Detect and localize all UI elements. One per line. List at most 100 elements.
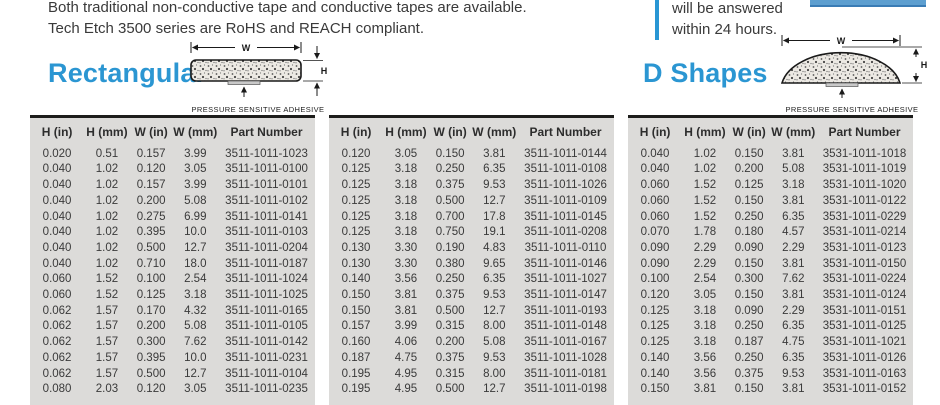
table-cell: 0.120 (640, 289, 670, 302)
table-row: 0.062 1.57 0.170 4.32 3511-1011-0165 (30, 304, 315, 320)
table-cell: 1.78 (693, 226, 717, 239)
table-row: 0.150 3.81 0.150 3.81 3531-1011-0152 (628, 382, 913, 398)
table-cell: 3511-1011-0235 (225, 383, 308, 396)
table-cell: 9.53 (782, 367, 805, 380)
column-header: W (in) (433, 125, 467, 139)
table-cell: 0.120 (136, 163, 166, 176)
section-title-rectangular: Rectangular (48, 58, 207, 88)
table-cell: 12.7 (483, 304, 506, 317)
column-header: H (mm) (684, 125, 726, 139)
table-row: 0.060 1.52 0.100 2.54 3511-1011-1024 (30, 272, 315, 288)
table-cell: 1.57 (95, 320, 119, 333)
table-cell: 12.7 (483, 383, 506, 396)
table-cell: 0.100 (136, 273, 166, 286)
table-cell: 0.150 (734, 383, 764, 396)
table-cell: 1.02 (95, 163, 119, 176)
table-cell: 1.52 (693, 210, 717, 223)
table-cell: 0.062 (42, 336, 72, 349)
table-cell: 3.30 (394, 257, 418, 270)
table-cell: 0.157 (341, 320, 371, 333)
table-cell: 17.8 (483, 210, 506, 223)
quote-button-fragment[interactable] (810, 0, 926, 7)
table-cell: 0.250 (734, 210, 764, 223)
table-cell: 0.040 (42, 226, 72, 239)
table-cell: 5.08 (184, 194, 207, 207)
table-cell: 1.02 (693, 147, 717, 160)
table-row: 0.062 1.57 0.395 10.0 3511-1011-0231 (30, 351, 315, 367)
table-row: 0.130 3.30 0.380 9.65 3511-1011-0146 (329, 257, 614, 273)
table-cell: 0.040 (42, 241, 72, 254)
table-cell: 2.54 (693, 273, 717, 286)
column-header: W (in) (134, 125, 168, 139)
table-cell: 3511-1011-0103 (225, 226, 308, 239)
table-row: 0.040 1.02 0.710 18.0 3511-1011-0187 (30, 257, 315, 273)
table-cell: 0.125 (341, 226, 371, 239)
table-cell: 0.150 (734, 289, 764, 302)
table-row: 0.160 4.06 0.200 5.08 3511-1011-0167 (329, 335, 614, 351)
table-cell: 3511-1011-0193 (524, 304, 607, 317)
table-row: 0.140 3.56 0.250 6.35 3531-1011-0126 (628, 351, 913, 367)
table-cell: 0.250 (734, 320, 764, 333)
table-cell: 0.060 (42, 273, 72, 286)
table-cell: 3.18 (394, 179, 418, 192)
table-cell: 0.187 (734, 336, 764, 349)
table-cell: 3.18 (394, 194, 418, 207)
table-cell: 1.57 (95, 367, 119, 380)
column-header: W (mm) (771, 125, 816, 139)
table-cell: 0.375 (734, 367, 764, 380)
table-cell: 0.040 (42, 257, 72, 270)
table-cell: 1.57 (95, 304, 119, 317)
rectangular-diagram: W H PRESSURE SENSITIVE ADHESIVE (183, 40, 333, 114)
table-cell: 2.29 (693, 257, 717, 270)
column-header: Part Number (828, 125, 901, 139)
table-row: 0.062 1.57 0.300 7.62 3511-1011-0142 (30, 335, 315, 351)
table-cell: 0.140 (341, 273, 371, 286)
table-row: 0.140 3.56 0.375 9.53 3531-1011-0163 (628, 367, 913, 383)
table-cell: 3511-1011-0208 (524, 226, 607, 239)
table-row: 0.187 4.75 0.375 9.53 3511-1011-1028 (329, 351, 614, 367)
table-cell: 0.062 (42, 320, 72, 333)
table-cell: 3531-1011-0152 (822, 383, 907, 396)
table-row: 0.195 4.95 0.500 12.7 3511-1011-0198 (329, 382, 614, 398)
table-cell: 3511-1011-0141 (225, 210, 308, 223)
table-cell: 0.275 (136, 210, 166, 223)
table-cell: 0.200 (136, 194, 166, 207)
table-row: 0.040 1.02 0.200 5.08 3531-1011-1019 (628, 162, 913, 178)
section-title-d-shapes: D Shapes (643, 58, 768, 88)
table-cell: 3.56 (693, 367, 717, 380)
table-cell: 3531-1011-1018 (822, 147, 907, 160)
column-header: W (mm) (472, 125, 517, 139)
table-cell: 3511-1011-0167 (524, 336, 607, 349)
table-cell: 0.500 (435, 383, 465, 396)
h-dimension-label: H (921, 60, 928, 70)
table-row: 0.157 3.99 0.315 8.00 3511-1011-0148 (329, 319, 614, 335)
table-cell: 1.02 (95, 179, 119, 192)
table-cell: 0.090 (640, 257, 670, 270)
table-cell: 3.81 (394, 289, 418, 302)
table-cell: 0.125 (341, 210, 371, 223)
table-row: 0.125 3.18 0.090 2.29 3531-1011-0151 (628, 304, 913, 320)
table-cell: 1.57 (95, 336, 119, 349)
table-cell: 3.18 (693, 336, 717, 349)
table-row: 0.125 3.18 0.700 17.8 3511-1011-0145 (329, 210, 614, 226)
adhesive-caption-d-shape: PRESSURE SENSITIVE ADHESIVE (785, 105, 919, 114)
table-cell: 0.380 (435, 257, 465, 270)
table-cell: 3531-1011-0125 (822, 320, 907, 333)
table-cell: 0.100 (640, 273, 670, 286)
table-cell: 1.02 (95, 226, 119, 239)
table-cell: 5.08 (782, 163, 805, 176)
table-row: 0.195 4.95 0.315 8.00 3511-1011-0181 (329, 367, 614, 383)
table-cell: 0.040 (42, 179, 72, 192)
table-cell: 4.75 (782, 336, 805, 349)
table-cell: 4.06 (394, 336, 418, 349)
table-cell: 0.200 (734, 163, 764, 176)
table-cell: 0.150 (341, 289, 371, 302)
table-cell: 3511-1011-1024 (225, 273, 308, 286)
table-cell: 0.062 (42, 367, 72, 380)
table-cell: 6.35 (782, 210, 805, 223)
table-cell: 3511-1011-1028 (524, 351, 607, 364)
d-shapes-table: H (in) H (mm) W (in) W (mm) Part Number 0.040… (628, 115, 913, 405)
table-cell: 3.18 (782, 179, 805, 192)
table-cell: 3.99 (184, 179, 207, 192)
table-row: 0.040 1.02 0.120 3.05 3511-1011-0100 (30, 162, 315, 178)
